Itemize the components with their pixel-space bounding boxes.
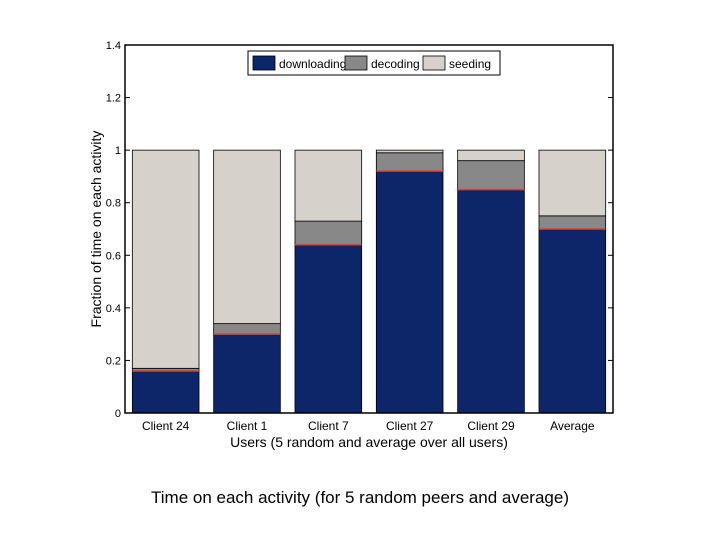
y-tick-label: 0.6 bbox=[106, 250, 121, 262]
y-tick-label: 1.4 bbox=[106, 40, 121, 52]
y-tick-label: 0.8 bbox=[106, 198, 121, 210]
plot-area bbox=[124, 44, 614, 414]
x-axis-label: Users (5 random and average over all use… bbox=[230, 434, 508, 450]
stacked-bar-chart: 00.20.40.60.811.21.4 Client 24 Client 1 Cl… bbox=[88, 40, 614, 450]
legend: downloading decoding seeding bbox=[247, 50, 501, 76]
y-tick-label: 1.2 bbox=[106, 93, 121, 105]
y-axis: 0 0.2 0.4 0.6 0.8 1 1.2 1.4 bbox=[106, 40, 613, 420]
legend-label-decoding: decoding bbox=[371, 57, 420, 71]
bar-decoding-3 bbox=[375, 152, 444, 172]
y-tick-label: 0 bbox=[115, 408, 121, 420]
bar-seeding-4 bbox=[457, 149, 525, 162]
bar-downloading-0 bbox=[131, 370, 200, 414]
x-tick-label: Client 27 bbox=[386, 419, 434, 433]
bar-seeding-1 bbox=[213, 149, 281, 325]
legend-swatch-downloading bbox=[252, 55, 276, 71]
y-tick-label: 0.2 bbox=[106, 355, 121, 367]
bar-decoding-4 bbox=[457, 160, 525, 190]
bar-seeding-2 bbox=[294, 149, 363, 222]
x-axis: Client 24 Client 1 Client 7 Client 27 Client… bbox=[142, 419, 595, 433]
legend-label-downloading: downloading bbox=[279, 57, 346, 71]
bar-seeding-0 bbox=[131, 149, 200, 369]
figure-caption: Time on each activity (for 5 random peer… bbox=[151, 488, 569, 507]
bar-downloading-4 bbox=[457, 189, 525, 414]
bar-decoding-2 bbox=[294, 220, 363, 246]
bar-seeding-5 bbox=[538, 149, 607, 217]
bar-downloading-5 bbox=[538, 228, 607, 414]
bars-layer bbox=[131, 149, 607, 414]
x-tick-label: Client 24 bbox=[142, 419, 190, 433]
y-axis-label: Fraction of time on each activity bbox=[88, 131, 104, 328]
bar-downloading-2 bbox=[294, 244, 363, 414]
bar-downloading-3 bbox=[375, 170, 444, 414]
legend-swatch-decoding bbox=[344, 55, 368, 71]
bar-decoding-1 bbox=[213, 323, 281, 335]
x-tick-label: Client 29 bbox=[467, 419, 515, 433]
legend-swatch-seeding bbox=[422, 55, 446, 71]
bar-downloading-1 bbox=[213, 333, 281, 414]
bar-seeding-3 bbox=[375, 149, 444, 154]
bar-decoding-5 bbox=[538, 215, 607, 230]
x-tick-label: Client 1 bbox=[227, 419, 268, 433]
x-tick-label: Client 7 bbox=[308, 419, 349, 433]
legend-label-seeding: seeding bbox=[449, 57, 491, 71]
x-tick-label: Average bbox=[550, 419, 595, 433]
y-tick-label: 1 bbox=[115, 145, 121, 157]
y-tick-label: 0.4 bbox=[106, 303, 121, 315]
legend-box bbox=[247, 50, 501, 76]
